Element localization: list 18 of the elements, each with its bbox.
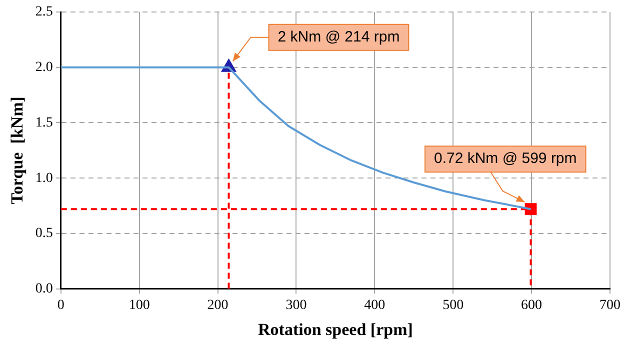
annotation: 0.72 kNm @ 599 rpm: [434, 150, 577, 168]
y-tick-label: 0.5: [35, 226, 53, 242]
annotation: 2 kNm @ 214 rpm: [278, 28, 400, 46]
y-tick-label: 0.0: [35, 281, 53, 296]
x-tick-label: 200: [207, 298, 228, 313]
y-tick-label: 1.0: [35, 170, 53, 186]
y-tick-label: 2.5: [35, 4, 53, 20]
y-tick-label: 1.5: [35, 115, 53, 130]
x-tick-label: 100: [128, 298, 150, 313]
x-tick-label: 600: [521, 298, 542, 313]
y-tick-label: 2.0: [35, 60, 53, 76]
x-axis-title: Rotation speed [rpm]: [258, 320, 413, 340]
x-tick-label: 500: [442, 298, 464, 313]
x-tick-label: 400: [364, 298, 386, 313]
x-tick-label: 300: [286, 298, 307, 313]
x-tick-label: 700: [600, 298, 620, 313]
y-axis-title: Torque [kNm]: [8, 96, 27, 204]
x-tick-label: 0: [57, 298, 64, 313]
